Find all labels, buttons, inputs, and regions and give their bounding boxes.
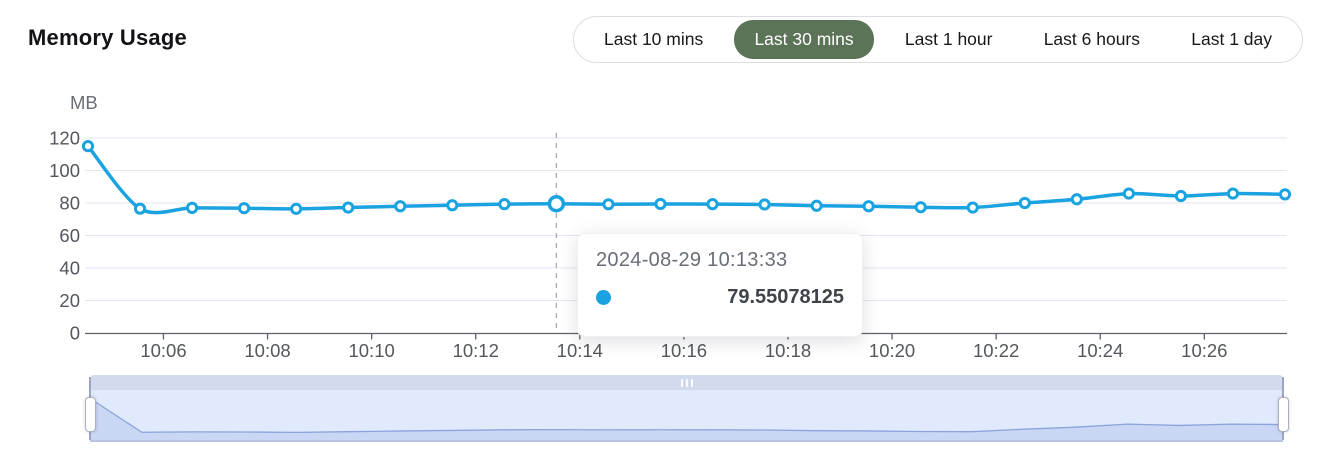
x-axis-label: 10:14 <box>557 340 603 361</box>
data-point[interactable] <box>966 201 979 214</box>
data-point[interactable] <box>498 198 511 211</box>
range-button-last-6-hours[interactable]: Last 6 hours <box>1024 20 1160 59</box>
data-point[interactable] <box>185 201 199 214</box>
data-point[interactable] <box>342 201 355 214</box>
zoom-preview-chart <box>90 397 1283 440</box>
data-point[interactable] <box>810 199 823 212</box>
range-button-last-10-mins[interactable]: Last 10 mins <box>584 20 723 59</box>
zoom-preview-fill <box>90 398 1283 440</box>
y-axis-label: 80 <box>59 193 80 214</box>
x-axis-label: 10:06 <box>140 340 186 361</box>
zoom-handle-left[interactable] <box>84 397 96 432</box>
move-grip-icon <box>680 378 683 387</box>
data-point[interactable] <box>862 200 875 213</box>
range-button-last-30-mins[interactable]: Last 30 mins <box>734 20 874 59</box>
time-range-selector: Last 10 mins Last 30 mins Last 1 hour Last … <box>573 16 1303 63</box>
move-grip-icon <box>690 378 693 387</box>
zoom-move-handle[interactable] <box>90 375 1283 390</box>
data-point[interactable] <box>1278 188 1292 201</box>
data-point[interactable] <box>654 197 667 211</box>
data-point[interactable] <box>1122 187 1135 200</box>
x-axis-label: 10:08 <box>244 340 290 361</box>
data-point[interactable] <box>1070 193 1083 206</box>
zoom-preview-area <box>90 390 1283 442</box>
zoom-preview-line <box>90 397 1283 434</box>
tooltip-timestamp: 2024-08-29 10:13:33 <box>596 249 788 271</box>
data-point[interactable] <box>706 198 719 211</box>
x-axis-label: 10:22 <box>973 340 1019 361</box>
data-point[interactable] <box>133 202 147 215</box>
range-button-last-1-hour[interactable]: Last 1 hour <box>885 20 1013 59</box>
data-point[interactable] <box>1174 189 1188 203</box>
highlighted-data-point[interactable] <box>547 194 566 213</box>
chart-tooltip: 2024-08-29 10:13:33 79.55078125 <box>577 233 863 337</box>
range-button-last-1-day[interactable]: Last 1 day <box>1171 20 1292 59</box>
data-point[interactable] <box>1226 187 1240 200</box>
y-axis-unit-label: MB <box>70 92 98 113</box>
tooltip-value: 79.55078125 <box>727 286 844 308</box>
data-point[interactable] <box>602 198 615 211</box>
x-axis-label: 10:26 <box>1181 340 1227 361</box>
x-axis-label: 10:16 <box>661 340 707 361</box>
x-axis-label: 10:10 <box>348 340 394 361</box>
data-point[interactable] <box>290 202 303 215</box>
y-axis-label: 20 <box>59 290 80 311</box>
zoom-handle-right[interactable] <box>1277 397 1289 432</box>
y-axis-label: 0 <box>70 323 80 344</box>
data-point[interactable] <box>238 202 251 215</box>
tooltip-series-row: 79.55078125 <box>596 286 844 309</box>
data-point[interactable] <box>446 199 459 212</box>
y-axis-label: 60 <box>59 225 80 246</box>
y-axis-label: 100 <box>49 160 80 181</box>
data-point[interactable] <box>758 198 771 211</box>
x-axis-label: 10:24 <box>1077 340 1123 361</box>
data-point[interactable] <box>394 200 407 213</box>
data-zoom-slider[interactable] <box>84 375 1289 442</box>
page-title: Memory Usage <box>28 25 187 50</box>
y-axis-label: 40 <box>59 258 80 279</box>
move-grip-icon <box>685 378 688 387</box>
x-axis-label: 10:12 <box>453 340 499 361</box>
x-axis-label: 10:18 <box>765 340 811 361</box>
series-marker-dot <box>596 290 611 305</box>
data-point[interactable] <box>914 201 927 214</box>
x-axis-label: 10:20 <box>869 340 915 361</box>
data-point[interactable] <box>1018 196 1031 210</box>
y-axis-label: 120 <box>49 128 80 149</box>
data-point[interactable] <box>81 140 95 153</box>
